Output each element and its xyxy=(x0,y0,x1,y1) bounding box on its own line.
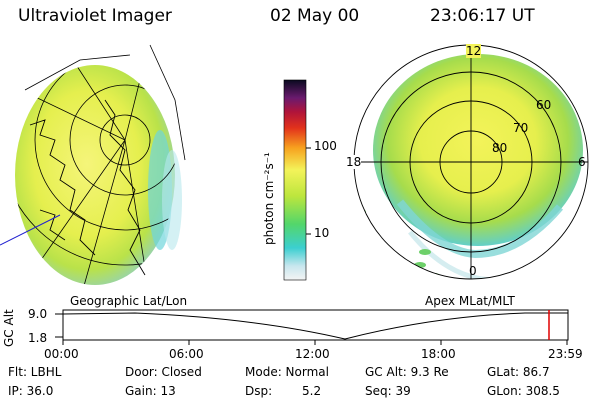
sequence-readout: Seq: 39 xyxy=(365,384,411,398)
mlat-label-60: 60 xyxy=(536,98,552,112)
time-tick-0600: 06:00 xyxy=(169,347,204,361)
auroral-oval xyxy=(373,54,583,246)
altitude-tick-low: 1.8 xyxy=(28,331,48,345)
time-tick-1200: 12:00 xyxy=(295,347,330,361)
mlat-label-80: 80 xyxy=(492,141,508,155)
altitude-tick-high: 9.0 xyxy=(28,307,48,321)
time-tick-2359: 23:59 xyxy=(548,347,583,361)
mlt-label-12: 12 xyxy=(466,44,482,58)
mlt-label-18: 18 xyxy=(346,155,362,169)
altitude-plot xyxy=(55,309,569,345)
geographic-image-panel xyxy=(0,44,186,285)
geographic-panel-label: Geographic Lat/Lon xyxy=(70,294,188,308)
glat-readout: GLat: 86.7 xyxy=(487,365,550,379)
mlat-label-70: 70 xyxy=(513,121,529,135)
mlt-label-0: 0 xyxy=(469,264,477,278)
coastline xyxy=(29,99,146,276)
image-time: 23:06:17 UT xyxy=(430,6,535,26)
ip-readout: IP: 36.0 xyxy=(8,384,54,398)
filter-readout: Flt: LBHL xyxy=(8,365,62,379)
altitude-axis-label: GC Alt xyxy=(2,309,16,347)
colorbar-tick-10: 10 xyxy=(314,226,330,240)
image-date: 02 May 00 xyxy=(270,6,360,26)
gain-readout: Gain: 13 xyxy=(125,384,176,398)
terminator-line xyxy=(0,214,61,246)
time-tick-1800: 18:00 xyxy=(421,347,456,361)
glon-readout: GLon: 308.5 xyxy=(487,384,560,398)
magnetic-polar-panel xyxy=(353,44,589,280)
colorbar-tick-100: 100 xyxy=(314,139,337,153)
gc-altitude-readout: GC Alt: 9.3 Re xyxy=(365,365,449,379)
dsp-value: 5.2 xyxy=(302,384,322,398)
door-readout: Door: Closed xyxy=(125,365,202,379)
altitude-curve xyxy=(62,312,568,340)
aurora-emission-left xyxy=(15,65,175,285)
instrument-title: Ultraviolet Imager xyxy=(18,6,172,26)
colorbar-scale xyxy=(283,79,307,281)
colorbar-unit-label: photon cm⁻²s⁻¹ xyxy=(262,152,276,245)
dsp-label: Dsp: xyxy=(245,384,273,398)
mlt-label-6: 6 xyxy=(578,155,586,169)
time-tick-0000: 00:00 xyxy=(44,347,79,361)
magnetic-panel-label: Apex MLat/MLT xyxy=(425,294,515,308)
mode-readout: Mode: Normal xyxy=(245,365,329,379)
colorbar xyxy=(283,79,311,281)
